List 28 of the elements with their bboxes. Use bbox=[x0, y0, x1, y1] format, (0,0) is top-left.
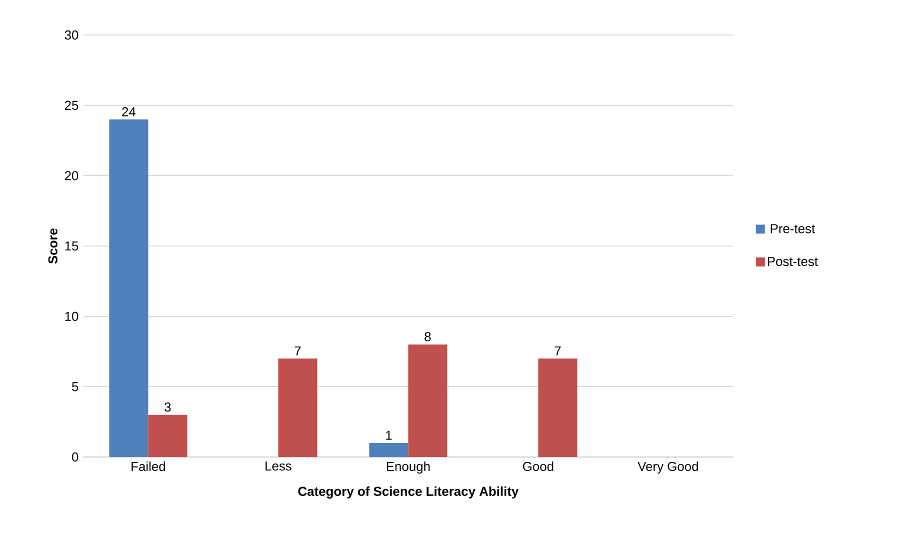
data-label: 3 bbox=[164, 402, 171, 412]
legend-label: Post-test bbox=[768, 256, 818, 266]
x-tick-label: Failed bbox=[132, 462, 166, 472]
x-tick-label: Enough bbox=[386, 462, 430, 474]
data-label: 1 bbox=[386, 430, 392, 440]
y-tick-label: 15 bbox=[65, 242, 78, 251]
y-axis-title: Score bbox=[48, 228, 58, 264]
x-tick-label: Very Good bbox=[638, 462, 698, 474]
bar bbox=[148, 414, 188, 458]
bar bbox=[278, 358, 318, 458]
bar bbox=[538, 358, 578, 458]
y-tick-label: 10 bbox=[65, 312, 78, 321]
y-tick-label: 20 bbox=[64, 171, 78, 180]
data-label: 7 bbox=[294, 346, 301, 356]
bar bbox=[408, 344, 448, 458]
data-label: 7 bbox=[554, 346, 561, 356]
x-axis-title: Category of Science Literacy Ability bbox=[298, 486, 519, 499]
y-tick-label: 5 bbox=[72, 382, 78, 392]
y-tick-label: 25 bbox=[64, 100, 78, 110]
legend-label: Pre-test bbox=[770, 224, 816, 234]
x-tick-label: Good bbox=[523, 462, 554, 472]
x-tick-label: Less bbox=[266, 462, 292, 471]
bar bbox=[369, 442, 408, 458]
y-tick-label: 30 bbox=[64, 30, 78, 40]
y-tick-label: 0 bbox=[72, 452, 78, 462]
data-label: 8 bbox=[424, 332, 431, 342]
bar bbox=[109, 119, 148, 458]
data-label: 24 bbox=[122, 107, 136, 116]
